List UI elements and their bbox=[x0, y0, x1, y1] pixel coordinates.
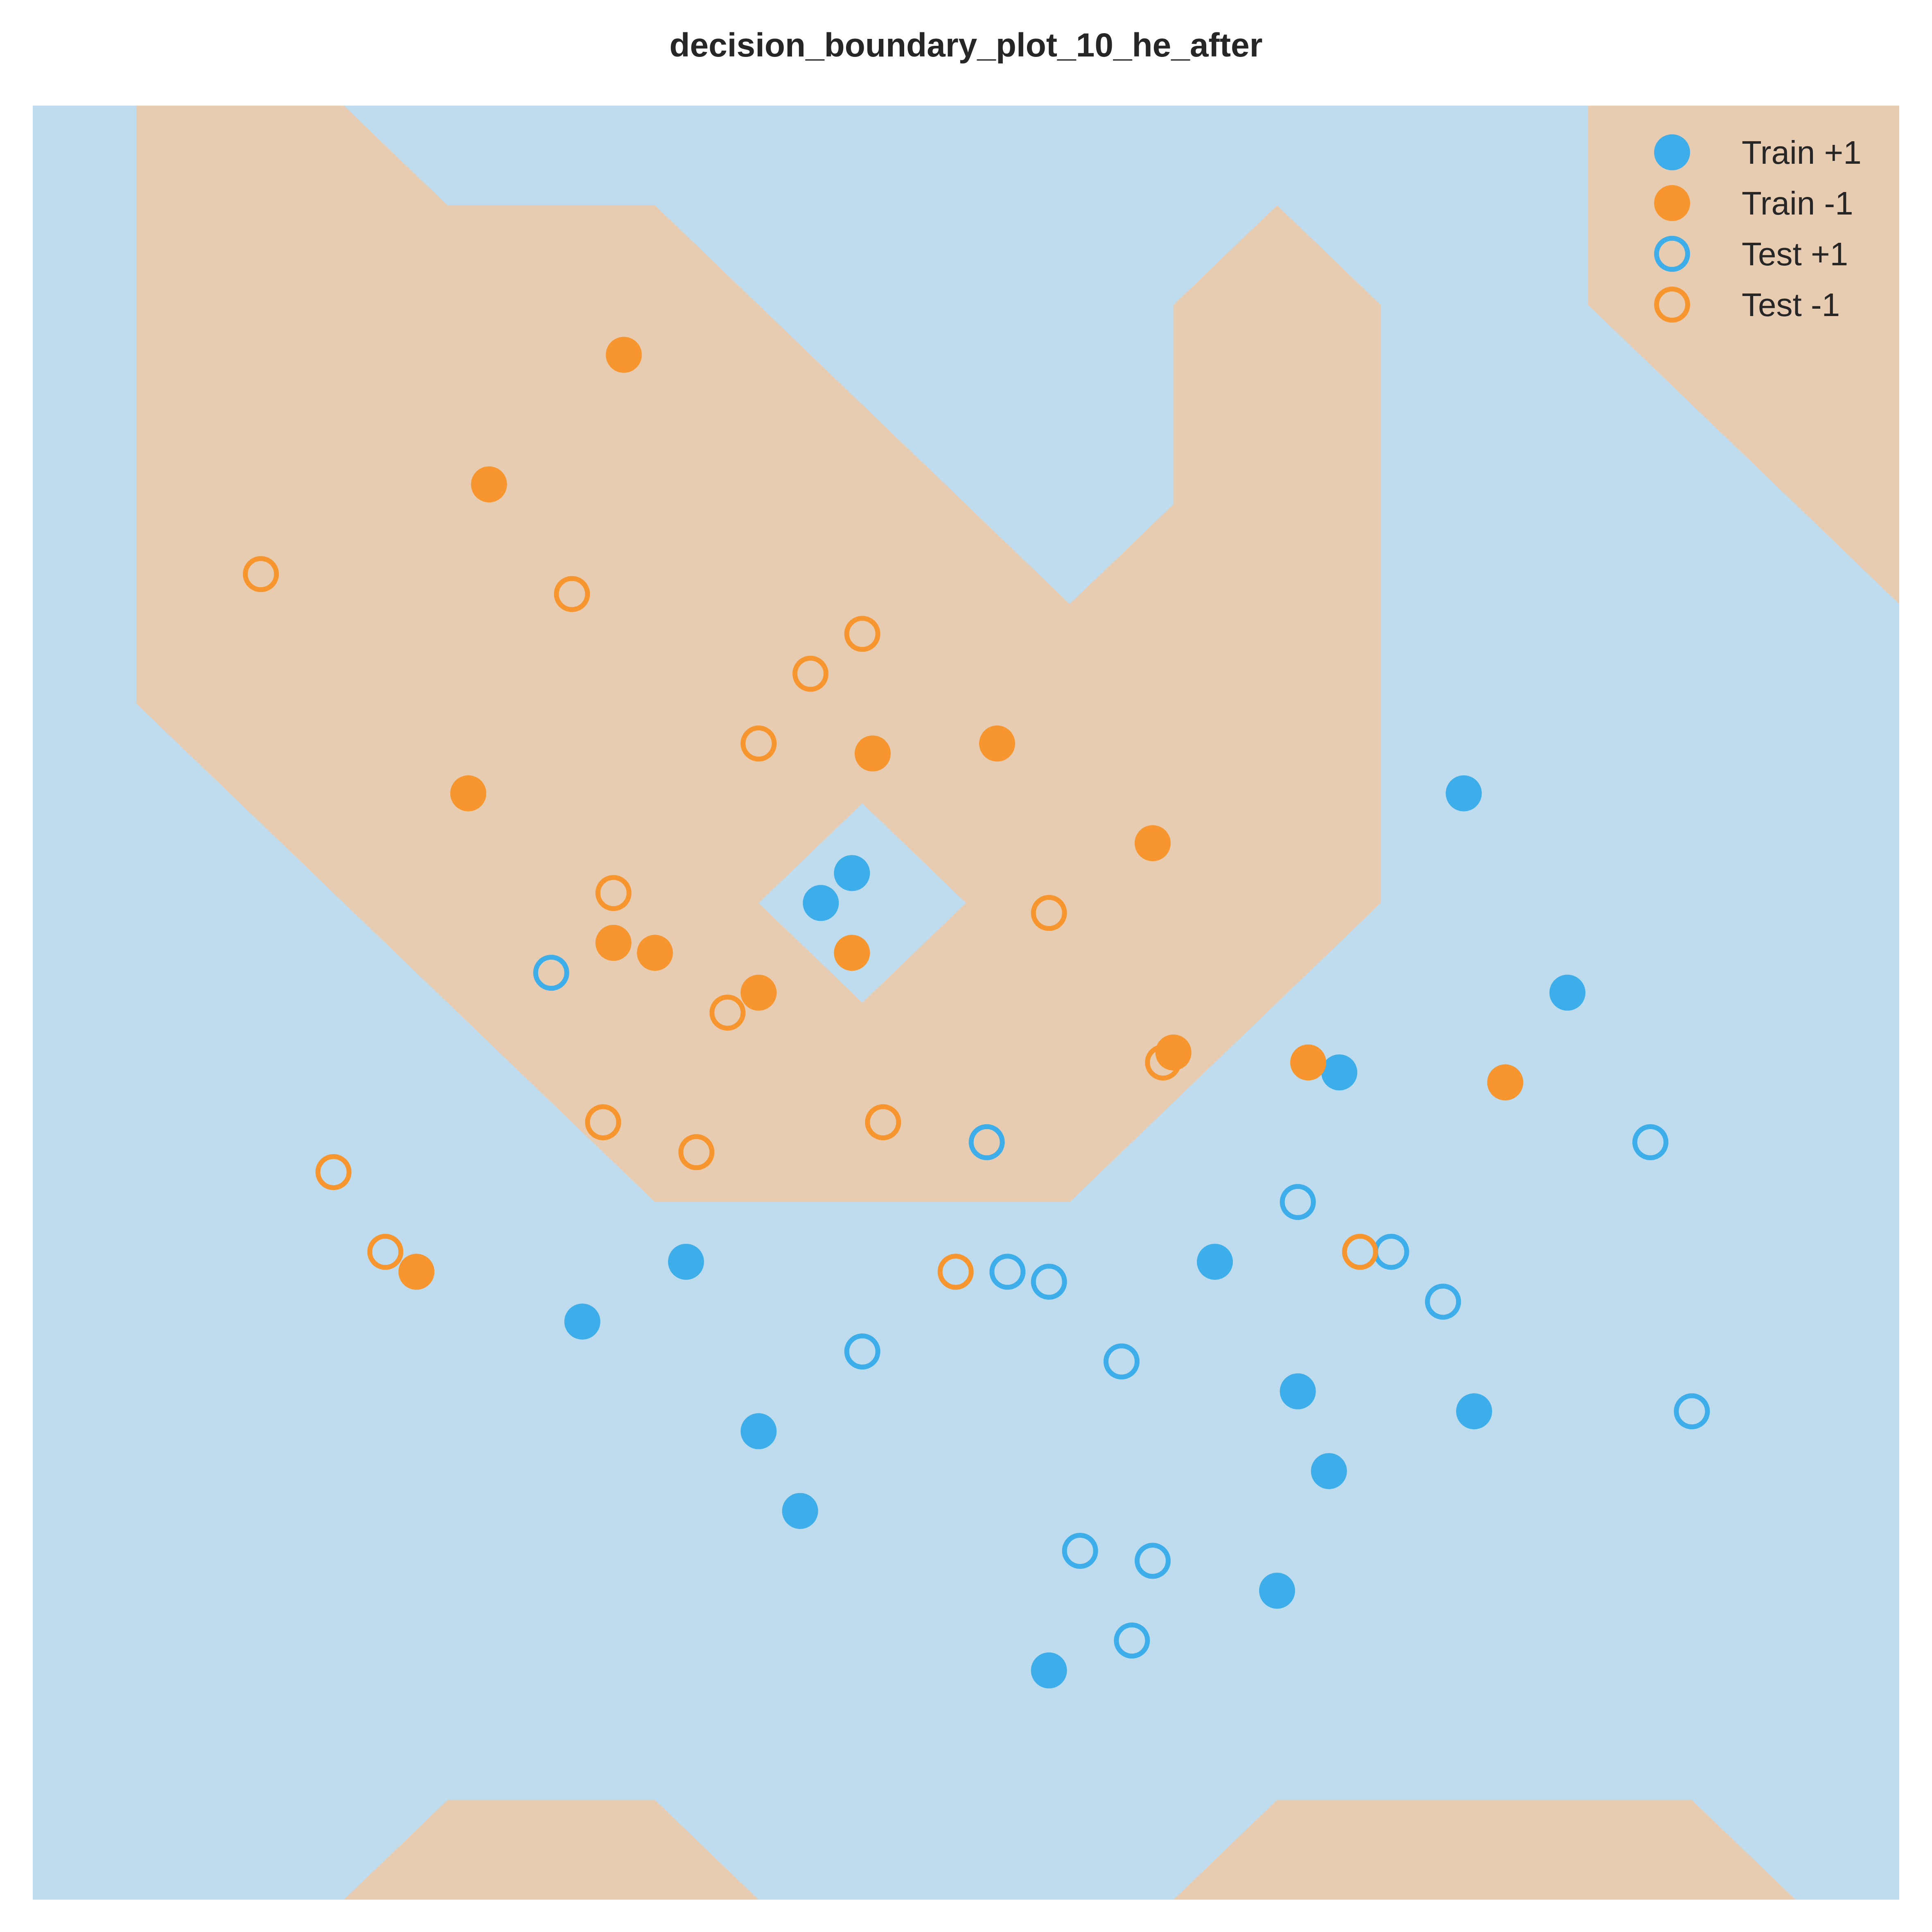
point-train-pos bbox=[1311, 1453, 1347, 1489]
legend: Train +1 Train -1 Test +1 Test -1 bbox=[1654, 134, 1862, 323]
point-test-pos bbox=[844, 1333, 880, 1370]
point-train-neg bbox=[740, 974, 777, 1011]
point-train-pos bbox=[1446, 775, 1482, 811]
point-train-neg bbox=[1290, 1044, 1326, 1081]
point-test-pos bbox=[1031, 1263, 1067, 1300]
plot-area bbox=[33, 106, 1899, 1900]
scatter-points bbox=[243, 337, 1710, 1689]
legend-label-train-pos: Train +1 bbox=[1742, 134, 1862, 171]
point-train-neg bbox=[1135, 825, 1171, 861]
point-test-neg bbox=[1342, 1234, 1378, 1270]
point-train-pos bbox=[1197, 1243, 1233, 1280]
point-train-pos bbox=[803, 885, 839, 921]
point-test-pos bbox=[1674, 1393, 1710, 1430]
legend-label-test-neg: Test -1 bbox=[1742, 287, 1840, 323]
chart-title: decision_boundary_plot_10_he_after bbox=[669, 27, 1262, 64]
decision-region-negative bbox=[1588, 106, 1899, 604]
point-train-neg bbox=[1487, 1064, 1523, 1100]
point-test-pos bbox=[989, 1254, 1026, 1290]
decision-regions bbox=[136, 106, 1899, 1900]
point-test-neg bbox=[792, 655, 828, 692]
point-train-neg bbox=[637, 935, 673, 971]
point-test-pos bbox=[968, 1124, 1005, 1160]
point-test-neg bbox=[740, 725, 777, 762]
legend-label-train-neg: Train -1 bbox=[1742, 185, 1853, 221]
point-train-pos bbox=[1259, 1573, 1295, 1609]
decision-region-positive bbox=[758, 803, 966, 1003]
point-test-neg bbox=[367, 1234, 404, 1270]
point-train-pos bbox=[1031, 1652, 1067, 1689]
point-test-pos bbox=[1280, 1184, 1316, 1220]
point-test-pos bbox=[1062, 1532, 1098, 1569]
point-test-neg bbox=[585, 1104, 621, 1141]
point-train-pos bbox=[834, 855, 870, 891]
point-test-neg bbox=[554, 576, 590, 612]
point-train-pos bbox=[668, 1243, 704, 1280]
point-test-neg bbox=[243, 556, 279, 592]
point-test-pos bbox=[533, 954, 569, 991]
point-test-neg bbox=[937, 1254, 974, 1290]
point-train-neg bbox=[834, 935, 870, 971]
point-test-pos bbox=[1135, 1543, 1171, 1579]
decision-region-negative bbox=[1173, 1800, 1796, 1900]
point-test-neg bbox=[678, 1134, 715, 1170]
legend-marker-train-pos bbox=[1654, 134, 1690, 170]
point-train-pos bbox=[1456, 1393, 1492, 1430]
point-test-neg bbox=[1145, 1044, 1181, 1081]
point-train-pos bbox=[1280, 1373, 1316, 1410]
point-train-neg bbox=[450, 775, 486, 811]
point-test-pos bbox=[1425, 1283, 1461, 1320]
point-train-neg bbox=[595, 924, 632, 961]
point-test-pos bbox=[1114, 1622, 1150, 1659]
legend-marker-test-pos bbox=[1654, 236, 1690, 272]
point-train-neg bbox=[398, 1254, 435, 1290]
point-train-neg bbox=[471, 466, 507, 503]
point-test-pos bbox=[1104, 1343, 1140, 1380]
point-train-neg bbox=[979, 725, 1015, 762]
point-test-neg bbox=[595, 875, 632, 911]
point-test-neg bbox=[865, 1104, 901, 1141]
point-test-neg bbox=[1031, 895, 1067, 931]
decision-region-negative bbox=[136, 106, 1381, 1202]
point-test-neg bbox=[844, 616, 880, 652]
point-train-pos bbox=[740, 1413, 777, 1449]
point-train-neg bbox=[855, 735, 891, 772]
legend-marker-test-neg bbox=[1654, 287, 1690, 323]
point-test-pos bbox=[1632, 1124, 1668, 1160]
point-test-neg bbox=[709, 994, 746, 1031]
decision-region-negative bbox=[344, 1800, 759, 1900]
legend-marker-train-neg bbox=[1654, 185, 1690, 221]
point-train-pos bbox=[564, 1304, 600, 1340]
point-train-pos bbox=[782, 1493, 818, 1529]
point-train-pos bbox=[1321, 1054, 1357, 1091]
point-train-pos bbox=[1549, 974, 1586, 1011]
legend-label-test-pos: Test +1 bbox=[1742, 236, 1848, 272]
point-test-neg bbox=[315, 1154, 352, 1190]
point-train-neg bbox=[606, 337, 642, 373]
